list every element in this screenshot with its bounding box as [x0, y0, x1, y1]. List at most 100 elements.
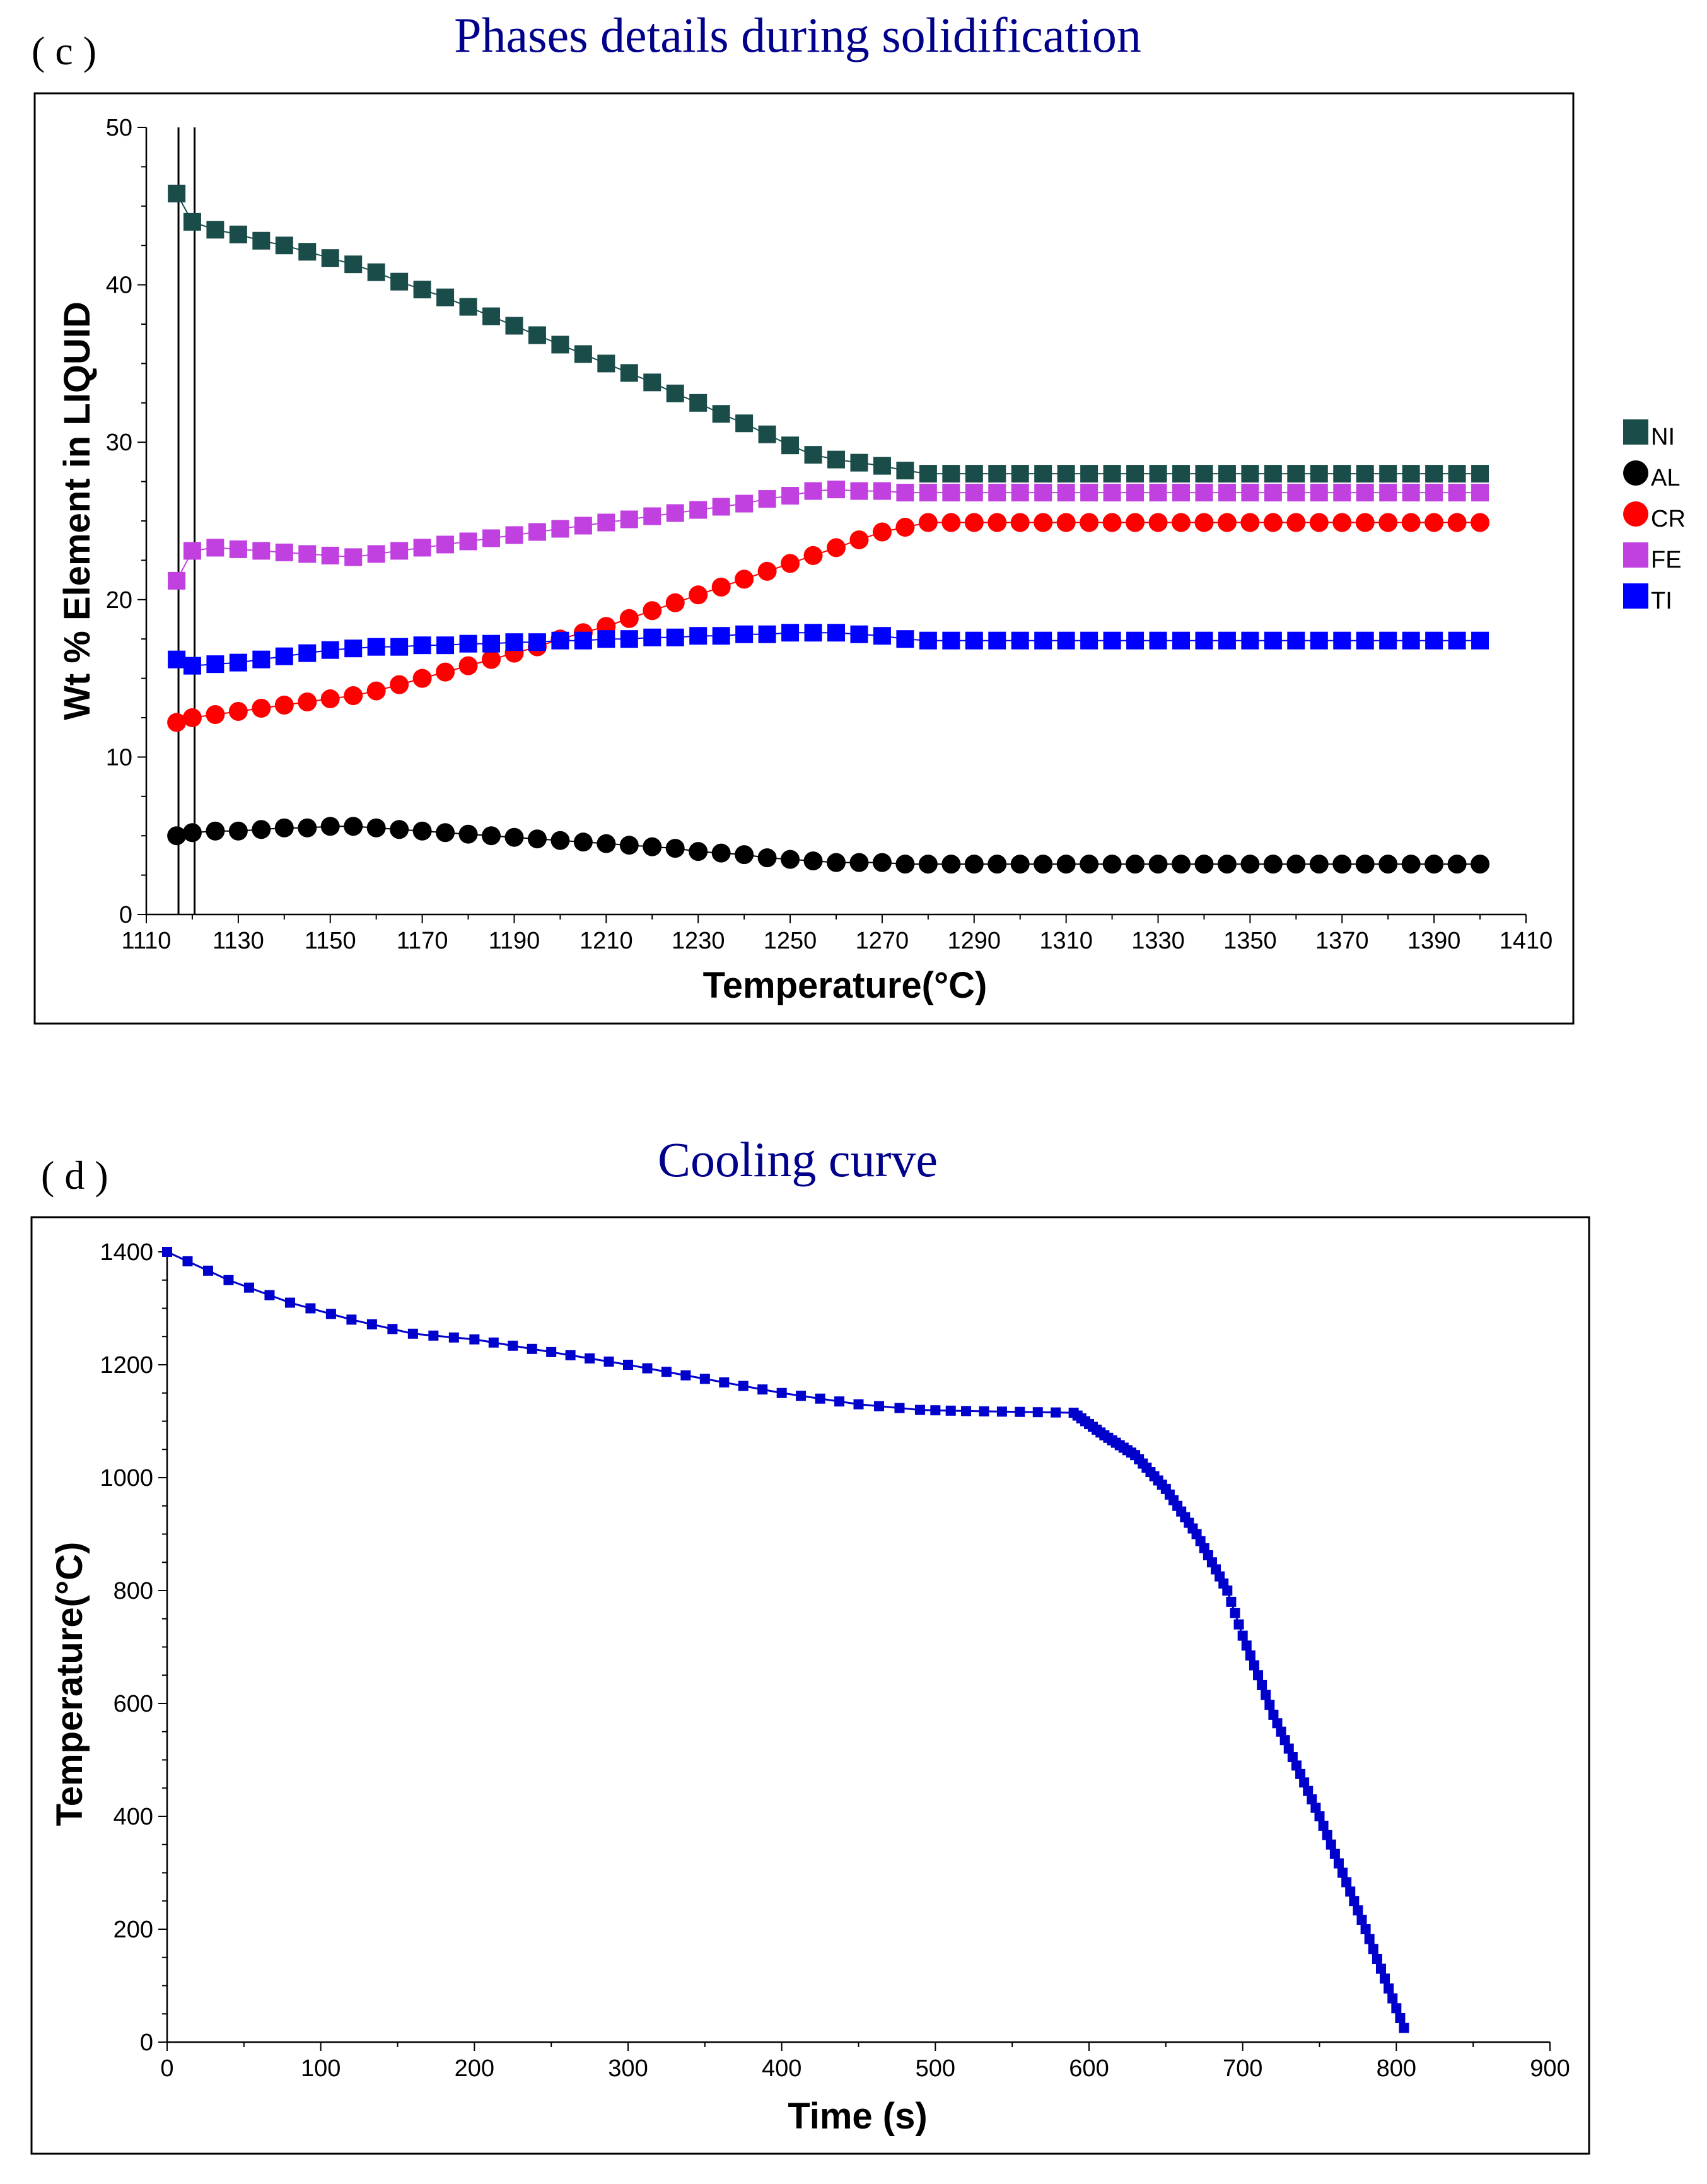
- cooling-curve-point: [1360, 1924, 1371, 1934]
- cooling-curve-point: [914, 1404, 925, 1415]
- series-ti-point: [505, 633, 523, 651]
- cooling-curve-point: [223, 1275, 234, 1285]
- series-ti-point: [919, 631, 937, 650]
- panel-d-x-tick-label: 100: [301, 2055, 341, 2082]
- panel-d-x-tick-label: 300: [608, 2055, 648, 2082]
- series-ti-point: [1425, 631, 1443, 650]
- legend-ti-label: TI: [1651, 588, 1672, 614]
- series-fe-point: [413, 539, 431, 557]
- cooling-curve-point: [546, 1346, 557, 1357]
- panel-c-x-axis-title: Temperature(°C): [703, 965, 987, 1006]
- cooling-curve-point: [834, 1396, 845, 1407]
- series-ni-point: [965, 465, 983, 483]
- series-ti-point: [712, 627, 730, 645]
- series-cr-point: [274, 696, 294, 715]
- series-fe-point: [666, 504, 684, 522]
- cooling-curve-point: [894, 1403, 905, 1413]
- cooling-curve-point: [1268, 1709, 1279, 1720]
- series-al-point: [252, 820, 271, 839]
- series-cr-point: [1010, 513, 1030, 532]
- cooling-curve-point: [162, 1247, 172, 1257]
- series-fe-point: [919, 484, 937, 502]
- series-cr-point: [1424, 513, 1444, 532]
- cooling-curve-point: [1399, 2023, 1409, 2033]
- series-ti-point: [1080, 631, 1098, 650]
- panel-c-x-tick-label: 1150: [305, 928, 356, 954]
- panel-c-y-tick-label: 10: [106, 744, 132, 771]
- panel-d-y-tick-label: 800: [114, 1578, 153, 1604]
- series-ni-point: [206, 221, 224, 239]
- panel-c-x-tick-label: 1170: [397, 928, 448, 954]
- series-fe-point: [229, 540, 247, 558]
- series-ti-point: [1172, 631, 1190, 650]
- series-fe-point: [275, 543, 293, 561]
- series-fe-point: [1103, 484, 1121, 502]
- panel-c-y-tick-label: 20: [106, 587, 132, 614]
- series-fe-point: [459, 532, 477, 551]
- legend-fe-swatch: [1623, 542, 1648, 568]
- series-fe-point: [1034, 484, 1052, 502]
- panel-d-x-tick-label: 400: [762, 2055, 801, 2082]
- series-ni-point: [1057, 465, 1075, 483]
- series-ni-point: [1034, 465, 1052, 483]
- series-cr-point: [872, 522, 892, 542]
- cooling-curve-point: [428, 1330, 439, 1341]
- series-cr-point: [918, 513, 938, 532]
- series-cr-point: [390, 675, 409, 694]
- cooling-curve-point: [1249, 1660, 1259, 1671]
- series-fe-point: [735, 494, 754, 513]
- series-cr-point: [1378, 513, 1398, 532]
- series-ni-point: [666, 384, 684, 402]
- series-al-point: [1332, 855, 1352, 874]
- cooling-curve-point: [1264, 1700, 1275, 1710]
- series-cr-point: [941, 513, 961, 532]
- panel-d-x-tick-label: 900: [1530, 2055, 1570, 2082]
- cooling-curve-point: [623, 1360, 633, 1370]
- cooling-curve-point: [1325, 1839, 1336, 1850]
- series-ni-point: [390, 272, 409, 291]
- panel-c-y-tick-label: 0: [119, 902, 132, 928]
- series-al-point: [643, 837, 662, 856]
- cooling-curve-point: [1364, 1934, 1375, 1944]
- panel-d-plot: 0 100 200 300 400 500 600 700 800 900 0 200 400 600 80…: [100, 1239, 1570, 2082]
- panel-c-x-tick-label: 1110: [122, 928, 172, 954]
- series-al-point: [757, 848, 777, 868]
- series-fe-point: [597, 513, 615, 532]
- series-al-point: [1194, 855, 1214, 874]
- series-fe-point: [1057, 484, 1075, 502]
- series-ni-point: [574, 345, 592, 363]
- series-fe-point: [758, 490, 776, 508]
- cooling-curve-point: [1276, 1726, 1286, 1737]
- series-fe-point: [620, 510, 638, 528]
- series-ti-point: [1126, 631, 1145, 650]
- series-al-point: [895, 855, 915, 874]
- series-ni-point: [551, 336, 569, 354]
- panel-c-label: ( c ): [32, 28, 96, 73]
- series-ti-point: [1379, 631, 1397, 650]
- series-cr-point: [1056, 513, 1076, 532]
- cooling-curve-point: [1295, 1768, 1306, 1779]
- series-al-point: [1102, 855, 1122, 874]
- panel-c-y-tick-label: 30: [106, 429, 132, 456]
- series-ni-point: [873, 457, 891, 475]
- series-ni-point: [689, 394, 708, 412]
- series-ni-point: [1402, 465, 1420, 483]
- series-al-point: [918, 855, 938, 874]
- legend-ni-label: NI: [1651, 424, 1675, 450]
- series-ti-point: [896, 630, 914, 648]
- cooling-curve-point: [284, 1297, 295, 1308]
- series-ti-point: [643, 628, 661, 646]
- series-fe-point: [436, 535, 455, 554]
- cooling-curve-point: [1032, 1407, 1043, 1418]
- series-fe-point: [1471, 484, 1489, 502]
- series-fe-point: [482, 529, 500, 547]
- cooling-curve-point: [1345, 1886, 1356, 1897]
- series-ni-point: [1218, 465, 1236, 483]
- series-cr-point: [1332, 513, 1352, 532]
- cooling-curve-point: [1245, 1650, 1255, 1661]
- series-ni-point: [528, 326, 546, 344]
- cooling-curve-point: [1291, 1760, 1302, 1771]
- series-ni-point: [344, 255, 363, 274]
- series-ni-point: [597, 354, 615, 373]
